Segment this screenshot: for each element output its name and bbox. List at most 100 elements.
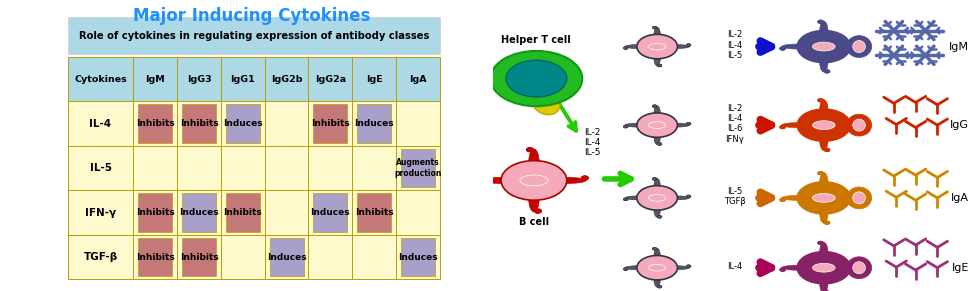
Circle shape bbox=[637, 34, 677, 59]
Circle shape bbox=[657, 215, 662, 218]
FancyBboxPatch shape bbox=[178, 101, 221, 146]
Ellipse shape bbox=[782, 265, 817, 270]
Circle shape bbox=[652, 247, 657, 250]
Circle shape bbox=[686, 44, 691, 47]
Ellipse shape bbox=[654, 50, 661, 66]
Circle shape bbox=[818, 171, 824, 175]
Circle shape bbox=[686, 265, 691, 268]
FancyBboxPatch shape bbox=[67, 57, 134, 101]
Ellipse shape bbox=[846, 257, 872, 279]
Ellipse shape bbox=[648, 43, 666, 50]
Text: Inhibits: Inhibits bbox=[180, 253, 219, 262]
FancyBboxPatch shape bbox=[134, 101, 178, 146]
Circle shape bbox=[824, 148, 830, 152]
Circle shape bbox=[862, 43, 868, 46]
Ellipse shape bbox=[782, 123, 817, 128]
FancyBboxPatch shape bbox=[178, 190, 221, 235]
Circle shape bbox=[862, 264, 868, 267]
Circle shape bbox=[797, 182, 850, 214]
FancyBboxPatch shape bbox=[225, 193, 260, 232]
FancyBboxPatch shape bbox=[221, 57, 264, 101]
FancyBboxPatch shape bbox=[396, 190, 440, 235]
Ellipse shape bbox=[820, 242, 828, 263]
Circle shape bbox=[657, 285, 662, 288]
FancyBboxPatch shape bbox=[352, 57, 396, 101]
FancyBboxPatch shape bbox=[396, 146, 440, 190]
Circle shape bbox=[624, 198, 628, 201]
Ellipse shape bbox=[831, 195, 866, 200]
Circle shape bbox=[797, 31, 850, 63]
Ellipse shape bbox=[820, 51, 828, 72]
Circle shape bbox=[624, 47, 628, 49]
Ellipse shape bbox=[654, 106, 661, 122]
FancyBboxPatch shape bbox=[67, 17, 440, 54]
FancyBboxPatch shape bbox=[67, 235, 134, 279]
Ellipse shape bbox=[654, 248, 661, 265]
Ellipse shape bbox=[529, 186, 539, 212]
Ellipse shape bbox=[663, 266, 689, 270]
Ellipse shape bbox=[820, 100, 828, 121]
Circle shape bbox=[657, 143, 662, 146]
Text: IgG1: IgG1 bbox=[230, 74, 255, 84]
FancyBboxPatch shape bbox=[178, 146, 221, 190]
Ellipse shape bbox=[654, 271, 661, 287]
Ellipse shape bbox=[529, 149, 539, 175]
Circle shape bbox=[780, 47, 786, 50]
Text: Inhibits: Inhibits bbox=[180, 119, 219, 128]
Text: Augments
production: Augments production bbox=[394, 158, 441, 178]
Circle shape bbox=[824, 148, 830, 152]
Circle shape bbox=[862, 121, 868, 125]
Ellipse shape bbox=[831, 123, 866, 128]
Ellipse shape bbox=[782, 44, 817, 49]
Circle shape bbox=[526, 148, 534, 152]
Text: Inhibits: Inhibits bbox=[136, 253, 175, 262]
Text: Induces: Induces bbox=[266, 253, 306, 262]
Circle shape bbox=[780, 268, 786, 272]
Ellipse shape bbox=[831, 44, 866, 49]
Text: Cytokines: Cytokines bbox=[74, 74, 127, 84]
FancyBboxPatch shape bbox=[134, 190, 178, 235]
Circle shape bbox=[818, 171, 824, 175]
Ellipse shape bbox=[663, 196, 689, 200]
FancyBboxPatch shape bbox=[67, 101, 134, 146]
Circle shape bbox=[686, 122, 691, 125]
Ellipse shape bbox=[853, 262, 866, 274]
Circle shape bbox=[506, 60, 567, 97]
Text: Inhibits: Inhibits bbox=[311, 119, 349, 128]
Text: Inhibits: Inhibits bbox=[354, 208, 393, 217]
Ellipse shape bbox=[820, 21, 828, 42]
Circle shape bbox=[780, 125, 786, 129]
Ellipse shape bbox=[648, 194, 666, 201]
Ellipse shape bbox=[654, 178, 661, 195]
Circle shape bbox=[686, 265, 691, 268]
Text: IL-2
IL-4
IL-5: IL-2 IL-4 IL-5 bbox=[584, 128, 600, 157]
FancyBboxPatch shape bbox=[221, 101, 264, 146]
Circle shape bbox=[862, 194, 868, 198]
Circle shape bbox=[657, 64, 662, 67]
Circle shape bbox=[818, 241, 824, 245]
Circle shape bbox=[862, 121, 868, 125]
Circle shape bbox=[862, 43, 868, 46]
Ellipse shape bbox=[654, 27, 661, 43]
Circle shape bbox=[652, 178, 657, 180]
Circle shape bbox=[780, 125, 786, 129]
Circle shape bbox=[818, 20, 824, 24]
Ellipse shape bbox=[853, 192, 866, 204]
Circle shape bbox=[862, 264, 868, 267]
Ellipse shape bbox=[648, 264, 666, 271]
Text: B cell: B cell bbox=[519, 217, 549, 227]
Text: IgA: IgA bbox=[951, 193, 969, 203]
FancyBboxPatch shape bbox=[221, 146, 264, 190]
Ellipse shape bbox=[846, 187, 872, 209]
Circle shape bbox=[637, 113, 677, 137]
Circle shape bbox=[686, 44, 691, 47]
Text: IgE: IgE bbox=[952, 263, 969, 273]
FancyBboxPatch shape bbox=[313, 193, 347, 232]
Circle shape bbox=[637, 255, 677, 280]
Text: Inhibits: Inhibits bbox=[136, 119, 175, 128]
FancyBboxPatch shape bbox=[357, 193, 391, 232]
Text: IL-2
IL-4
IL-6
IFNγ: IL-2 IL-4 IL-6 IFNγ bbox=[725, 104, 744, 144]
Circle shape bbox=[818, 99, 824, 102]
Circle shape bbox=[534, 209, 542, 213]
Circle shape bbox=[652, 105, 657, 108]
